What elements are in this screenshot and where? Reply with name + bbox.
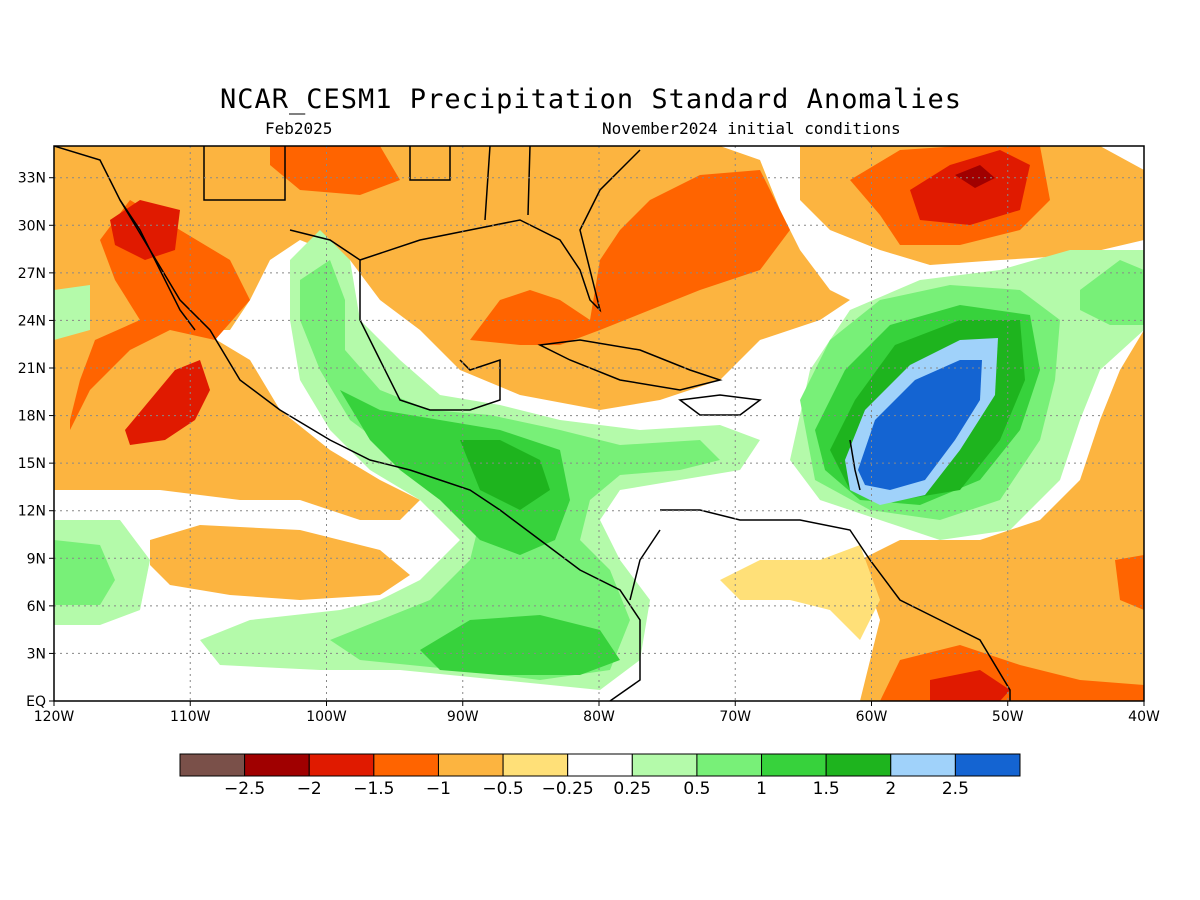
lon-tick-label: 80W (583, 709, 615, 725)
moderate-dry-gulf (470, 170, 790, 345)
colorbar-label: −0.25 (542, 779, 594, 799)
lat-tick-label: EQ (26, 694, 46, 710)
lat-tick-label: 24N (18, 313, 46, 329)
colorbar-label: −1.5 (353, 779, 394, 799)
lon-tick-label: 110W (170, 709, 211, 725)
lat-tick-label: 30N (18, 218, 46, 234)
colorbar-label: 0.5 (683, 779, 710, 799)
lat-tick-label: 6N (27, 599, 46, 615)
lon-tick-label: 70W (719, 709, 751, 725)
lat-tick-label: 18N (18, 409, 46, 425)
dry-region-south-america (720, 545, 880, 640)
anomaly-field (54, 146, 1144, 701)
strong-dry-north-amazon (930, 670, 1010, 701)
colorbar-swatch (179, 753, 246, 777)
coastlines (54, 146, 1011, 701)
lon-tick-label: 60W (856, 709, 888, 725)
colorbar-swatch (825, 753, 892, 777)
moderate-wet-far-west (54, 540, 115, 605)
colorbar-swatch (954, 753, 1021, 777)
very-strong-dry-atlantic (955, 165, 995, 188)
colorbar-label: 1 (756, 779, 767, 799)
gridlines (54, 146, 1144, 701)
strong-wet-central-america (460, 440, 550, 510)
colorbar-swatch (761, 753, 827, 777)
latitude-axis: 33N 30N 27N 24N 21N 18N 15N 12N 9N 6N 3N EQ (18, 171, 54, 710)
lat-tick-label: 27N (18, 266, 46, 282)
colorbar-label: 1.5 (813, 779, 840, 799)
initial-conditions-label: November2024 initial conditions (602, 119, 901, 138)
colorbar-swatch (631, 753, 698, 777)
lat-tick-label: 33N (18, 171, 46, 187)
colorbar-label: −1 (426, 779, 451, 799)
colorbar-swatch (502, 753, 569, 777)
lon-tick-label: 40W (1128, 709, 1160, 725)
strong-dry-atlantic (910, 150, 1030, 225)
extreme-wet-atlantic (858, 360, 982, 490)
moderate-dry-baja (70, 200, 250, 430)
forecast-month: Feb2025 (265, 119, 333, 138)
colorbar-label: −0.5 (482, 779, 523, 799)
moderate-dry-east-edge (1115, 555, 1144, 610)
lat-tick-label: 3N (27, 646, 46, 662)
moderate-dry-northwest (270, 146, 400, 195)
colorbar-label: 2 (885, 779, 896, 799)
colorbar-swatch (567, 753, 633, 777)
colorbar-swatch (308, 753, 375, 777)
colorbar-label: −2.5 (224, 779, 265, 799)
colorbar-label: 0.25 (613, 779, 651, 799)
lon-tick-label: 120W (34, 709, 75, 725)
strong-dry-gulf-california (110, 200, 180, 260)
colorbar-swatch (244, 753, 310, 777)
dry-region-south-pacific (150, 525, 410, 600)
colorbar-swatch (373, 753, 439, 777)
colorbar-swatch (437, 753, 504, 777)
colorbar-swatch (890, 753, 956, 777)
colorbar-label: −2 (297, 779, 322, 799)
wet-pacific-south (420, 615, 620, 675)
colorbar-swatch (696, 753, 763, 777)
lat-tick-label: 12N (18, 504, 46, 520)
lon-tick-label: 100W (306, 709, 347, 725)
colorbar-legend: −2.5 −2 −1.5 −1 −0.5 −0.25 0.25 0.5 1 1.5 2 2.5 (179, 753, 1021, 799)
lon-tick-label: 90W (447, 709, 479, 725)
colorbar-label: 2.5 (942, 779, 969, 799)
longitude-axis: 120W 110W 100W 90W 80W 70W 60W 50W 40W (34, 701, 1160, 725)
lat-tick-label: 21N (18, 361, 46, 377)
dry-region-west (54, 300, 420, 520)
dry-region-east-atlantic (860, 330, 1144, 701)
lat-tick-label: 9N (27, 551, 46, 567)
lon-tick-label: 50W (992, 709, 1024, 725)
lat-tick-label: 15N (18, 456, 46, 472)
strong-dry-pacific (125, 360, 210, 445)
wet-central-america (340, 390, 570, 555)
map-title: NCAR_CESM1 Precipitation Standard Anomal… (220, 84, 962, 115)
wet-region-northwest-pacific (54, 285, 90, 340)
moderate-wet-east-atlantic (1080, 260, 1144, 325)
